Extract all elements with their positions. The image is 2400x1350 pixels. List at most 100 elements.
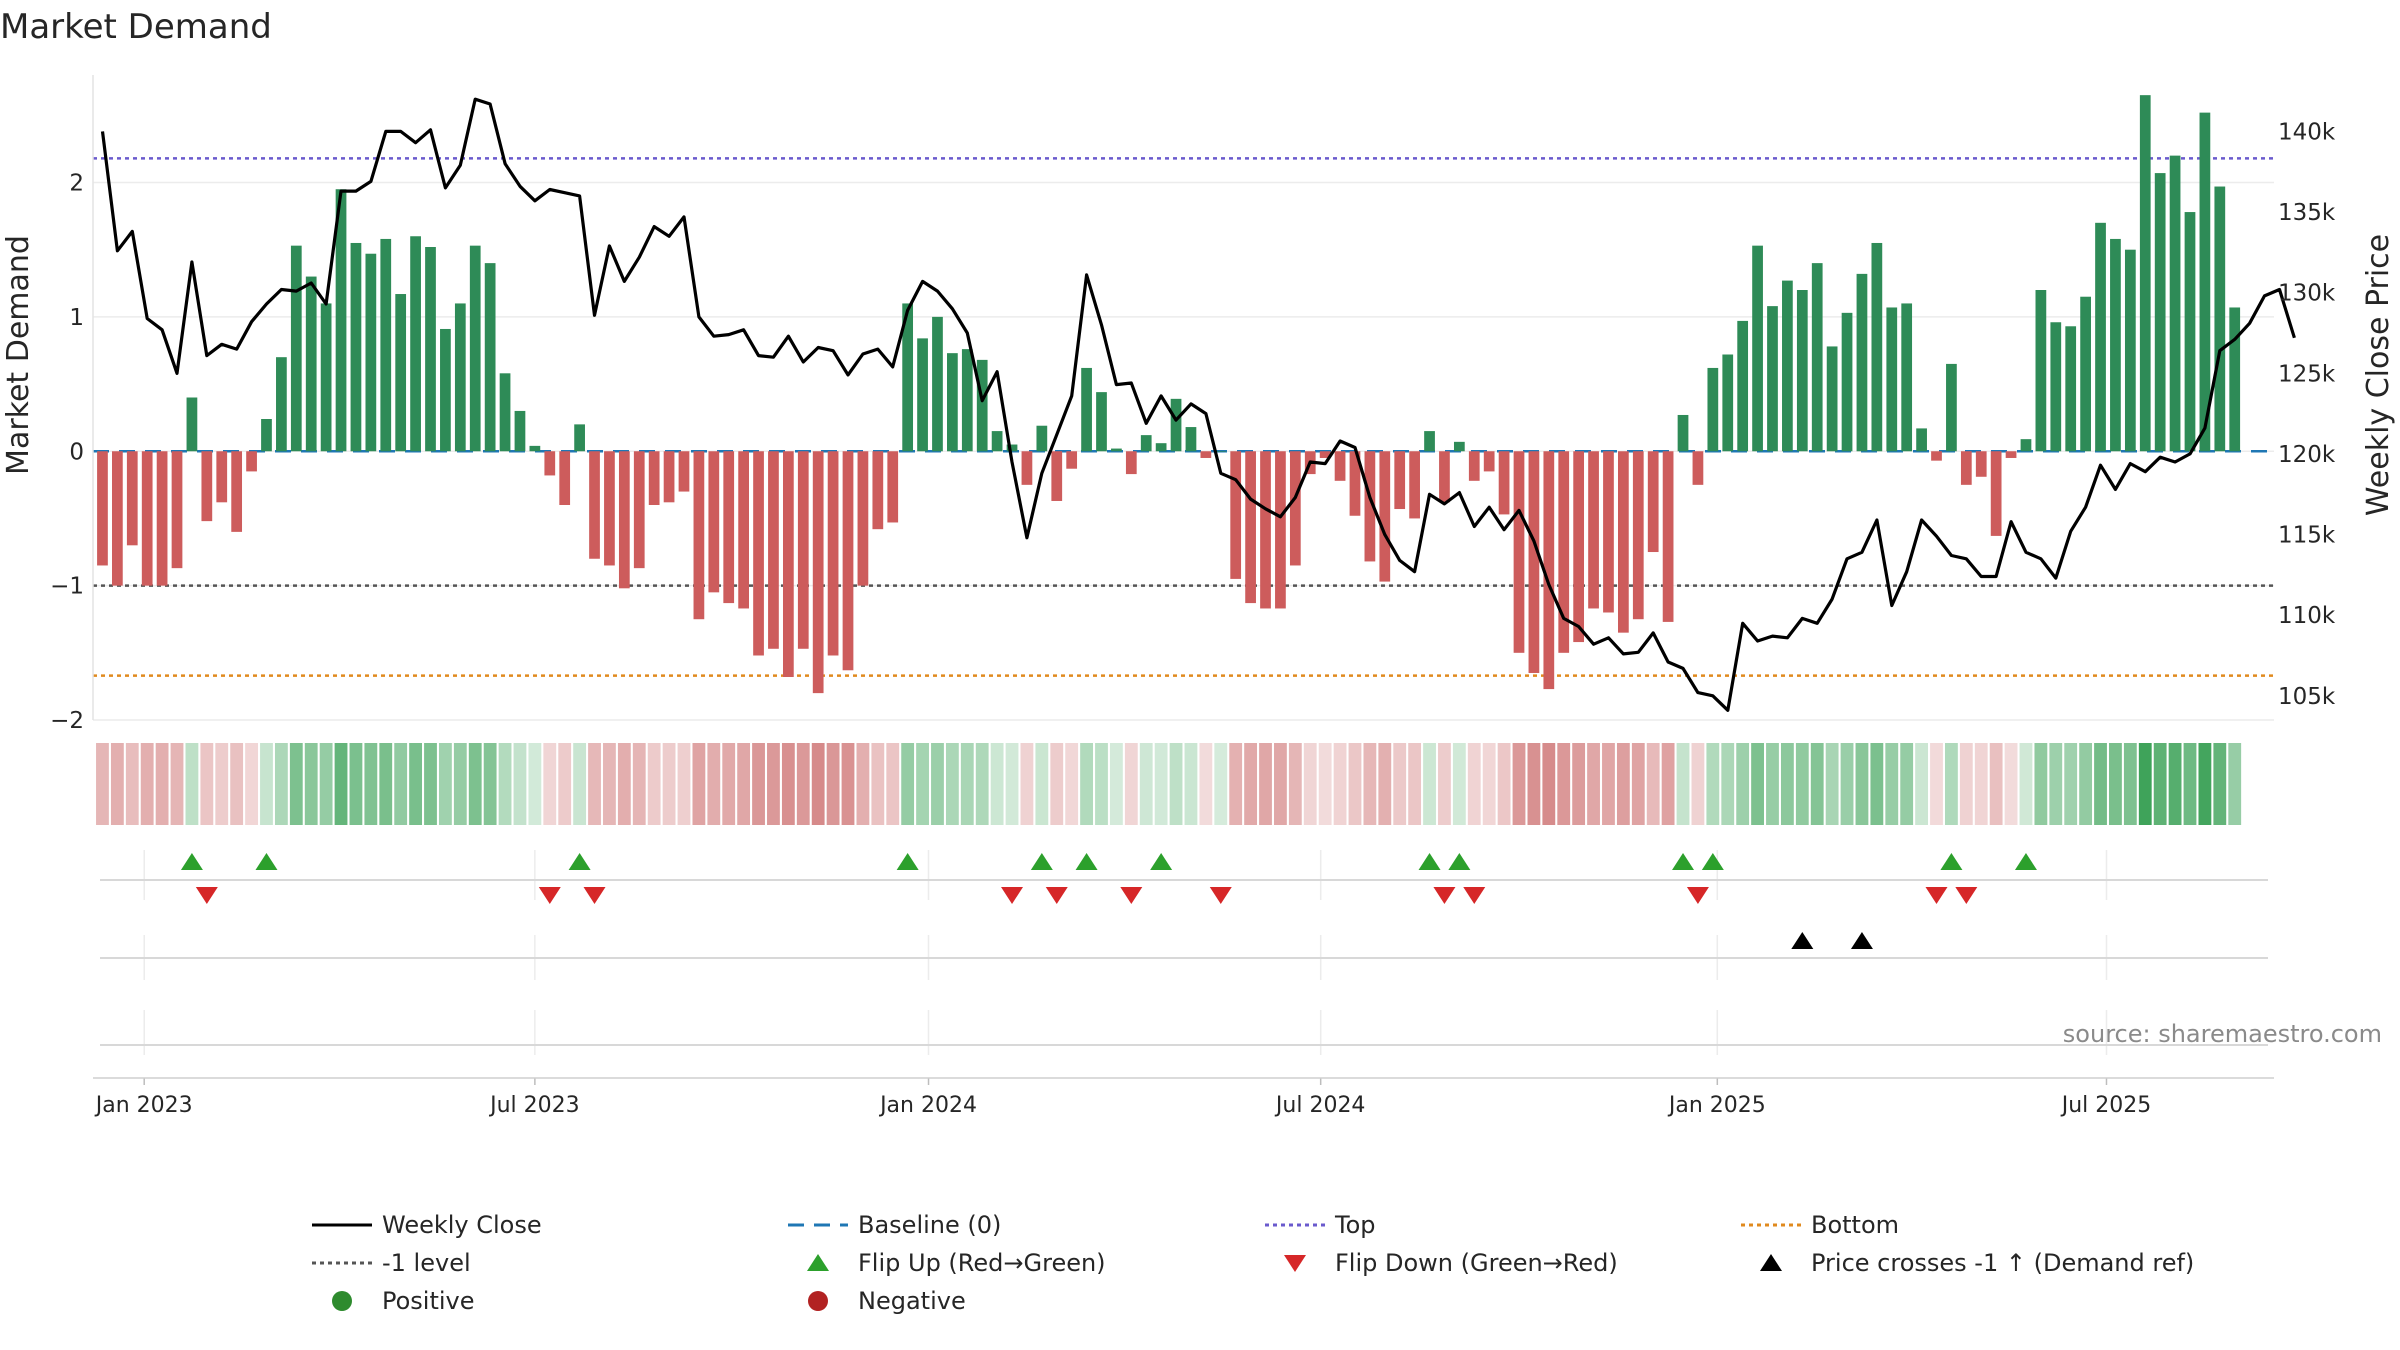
demand-bar bbox=[738, 451, 749, 609]
demand-bar bbox=[171, 451, 183, 569]
heat-cell bbox=[1915, 743, 1929, 825]
demand-bar bbox=[440, 328, 451, 452]
demand-bar bbox=[857, 451, 869, 586]
demand-bar bbox=[1618, 451, 1629, 633]
weekly-close-line bbox=[100, 97, 2296, 712]
legend-swatch bbox=[1284, 1255, 1306, 1272]
demand-bar bbox=[872, 451, 884, 530]
demand-bar bbox=[365, 253, 377, 452]
demand-bar bbox=[917, 338, 928, 452]
demand-bar bbox=[246, 451, 257, 472]
heat-cell bbox=[1795, 743, 1809, 825]
heat-cell bbox=[1109, 743, 1123, 825]
heat-cell bbox=[1945, 743, 1958, 825]
demand-bar bbox=[1558, 451, 1570, 653]
heat-cell bbox=[2183, 743, 2197, 825]
demand-bar bbox=[1155, 443, 1167, 452]
legend-item-bottom: Bottom bbox=[1741, 1211, 1899, 1239]
demand-bar bbox=[1409, 451, 1420, 519]
heat-cell bbox=[498, 743, 512, 825]
chart-title: Market Demand bbox=[0, 7, 272, 47]
heat-cell bbox=[975, 743, 989, 825]
demand-bar bbox=[350, 242, 362, 452]
heat-cell bbox=[424, 743, 437, 825]
demand-bar bbox=[1081, 367, 1092, 452]
demand-bar bbox=[1394, 451, 1406, 510]
demand-bar bbox=[1707, 367, 1719, 452]
y-tick-label: 2 bbox=[69, 171, 84, 197]
heat-cell bbox=[707, 743, 721, 825]
heat-cell bbox=[2094, 743, 2107, 825]
demand-bar bbox=[902, 303, 914, 452]
demand-bar bbox=[499, 373, 511, 452]
demand-bar bbox=[2154, 173, 2166, 452]
demand-bar bbox=[991, 431, 1003, 452]
demand-bar bbox=[514, 410, 526, 452]
flip-down-marker bbox=[538, 887, 561, 904]
demand-bar bbox=[1737, 320, 1749, 452]
heat-cell bbox=[185, 743, 199, 825]
flip-down-marker bbox=[1001, 887, 1024, 904]
y-tick-label: 0 bbox=[69, 439, 84, 465]
heat-cell bbox=[1482, 743, 1496, 825]
demand-bar bbox=[410, 236, 421, 452]
heat-cell bbox=[1616, 743, 1630, 825]
heat-cell bbox=[1974, 743, 1988, 825]
demand-bar bbox=[797, 451, 809, 649]
demand-bar bbox=[1796, 290, 1808, 452]
y2-tick-label: 105k bbox=[2278, 684, 2336, 710]
heat-cell bbox=[677, 743, 691, 825]
demand-bar bbox=[1439, 451, 1450, 503]
heat-cell bbox=[453, 743, 467, 825]
demand-bar bbox=[2035, 290, 2047, 452]
heat-cell bbox=[1661, 743, 1675, 825]
heat-cell bbox=[1467, 743, 1481, 825]
demand-bar bbox=[1364, 451, 1376, 562]
demand-bar bbox=[2050, 322, 2062, 452]
heat-cell bbox=[1780, 743, 1794, 825]
heat-cell bbox=[811, 743, 825, 825]
demand-bars bbox=[97, 95, 2241, 694]
demand-bar bbox=[1334, 451, 1346, 481]
heat-cell bbox=[1870, 743, 1884, 825]
legend: Weekly Close Baseline (0) Top Bottom -1 leve… bbox=[312, 1211, 2194, 1315]
demand-bar bbox=[1647, 451, 1659, 553]
heat-cell bbox=[543, 743, 557, 825]
demand-bar bbox=[1066, 451, 1078, 469]
demand-bar bbox=[887, 451, 899, 523]
heat-cell bbox=[319, 743, 333, 825]
demand-bar bbox=[1036, 425, 1048, 452]
heat-cell bbox=[796, 743, 810, 825]
heat-cell bbox=[1646, 743, 1660, 825]
heat-cell bbox=[125, 743, 139, 825]
heat-cell bbox=[1959, 743, 1973, 825]
x-tick-label: Jan 2023 bbox=[94, 1093, 193, 1118]
demand-bar bbox=[141, 451, 153, 586]
demand-bar bbox=[276, 357, 287, 452]
legend-item-top: Top bbox=[1265, 1211, 1376, 1239]
heat-cell bbox=[1527, 743, 1541, 825]
heat-cell bbox=[2064, 743, 2078, 825]
y2-tick-label: 120k bbox=[2278, 442, 2336, 468]
heat-cell bbox=[1691, 743, 1705, 825]
demand-bar bbox=[2005, 451, 2017, 458]
demand-bar bbox=[231, 451, 243, 532]
x-tick-label: Jan 2025 bbox=[1667, 1093, 1766, 1118]
flip-up-marker bbox=[1075, 853, 1098, 870]
heat-cell bbox=[1900, 743, 1914, 825]
price-cross-marker bbox=[1791, 932, 1814, 949]
flip-down-marker bbox=[1463, 887, 1486, 904]
demand-bar bbox=[97, 451, 108, 566]
demand-bar bbox=[1946, 363, 1957, 452]
heat-cell bbox=[1124, 743, 1138, 825]
heat-cell bbox=[1989, 743, 2003, 825]
demand-bar bbox=[633, 451, 645, 569]
demand-bar bbox=[290, 245, 302, 452]
demand-bar bbox=[2214, 186, 2226, 452]
heat-cell bbox=[1631, 743, 1645, 825]
heat-cell bbox=[409, 743, 422, 825]
flip-up-marker bbox=[1701, 853, 1724, 870]
demand-bar bbox=[574, 424, 585, 452]
heat-cell bbox=[1751, 743, 1764, 825]
heat-cell bbox=[856, 743, 870, 825]
